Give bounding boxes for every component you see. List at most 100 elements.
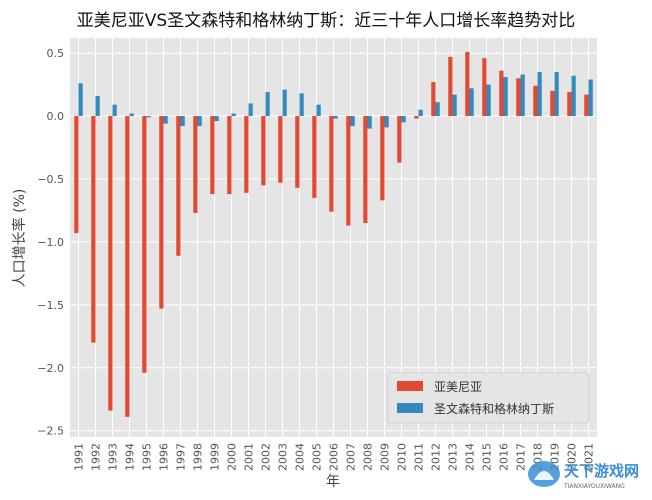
x-tick-label: 2002 (260, 443, 273, 471)
bar-armenia (567, 92, 572, 117)
bar-saint-vincent (367, 116, 372, 129)
x-tick-label: 2001 (243, 443, 256, 471)
x-tick-label: 2011 (413, 443, 426, 471)
bar-saint-vincent (197, 116, 202, 127)
x-tick-label: 1992 (90, 443, 103, 471)
y-tick-label: −1.5 (37, 299, 64, 312)
bar-armenia (74, 116, 79, 234)
bar-armenia (159, 116, 164, 309)
bar-armenia (516, 78, 521, 117)
bar-saint-vincent (435, 102, 440, 117)
svg-text:天下游戏网: 天下游戏网 (564, 462, 639, 480)
bar-armenia (533, 85, 538, 117)
bar-saint-vincent (214, 116, 219, 122)
y-axis-label: 人口增长率 (%) (11, 189, 28, 288)
bar-armenia (397, 116, 402, 163)
legend-box (387, 372, 590, 424)
bar-armenia (448, 56, 453, 117)
legend-label-svg: 圣文森特和格林纳丁斯 (434, 401, 554, 416)
x-tick-label: 1999 (209, 443, 222, 471)
bar-saint-vincent (78, 83, 83, 117)
x-tick-label: 2020 (566, 443, 579, 471)
bar-saint-vincent (299, 93, 304, 117)
legend-swatch-svg (397, 403, 423, 413)
x-tick-label: 1995 (141, 443, 154, 471)
svg-text:TIANXIAYOUXIWANG: TIANXIAYOUXIWANG (563, 483, 625, 490)
x-tick-label: 1991 (73, 443, 86, 471)
x-tick-label: 1993 (107, 443, 120, 471)
x-tick-label: 2004 (294, 443, 307, 471)
bar-saint-vincent (486, 84, 491, 117)
y-tick-labels: 0.5 0.0 −0.5 −1.0 −1.5 −2.0 −2.5 (37, 47, 64, 438)
bar-armenia (550, 90, 555, 117)
x-tick-label: 2003 (277, 443, 290, 471)
bar-saint-vincent (571, 75, 576, 117)
legend-swatch-armenia (397, 381, 423, 391)
bar-armenia (329, 116, 334, 212)
bar-saint-vincent (520, 74, 525, 117)
x-tick-labels: 1991 1992 1993 1994 1995 1996 1997 1998 1999 2000… (73, 443, 596, 471)
x-tick-label: 2014 (464, 443, 477, 471)
bar-saint-vincent (231, 113, 236, 117)
bar-armenia (312, 116, 317, 198)
bar-saint-vincent (350, 116, 355, 127)
x-tick-label: 1997 (175, 443, 188, 471)
legend-label-armenia: 亚美尼亚 (434, 380, 482, 394)
bar-saint-vincent (129, 113, 134, 117)
chart-title: 亚美尼亚VS圣文森特和格林纳丁斯：近三十年人口增长率趋势对比 (76, 11, 576, 31)
x-tick-label: 2010 (396, 443, 409, 471)
bar-armenia (261, 116, 266, 186)
x-tick-label: 2005 (311, 443, 324, 471)
bar-armenia (414, 116, 419, 119)
bar-saint-vincent (537, 71, 542, 117)
bar-armenia (125, 116, 130, 417)
bar-saint-vincent (248, 103, 253, 117)
y-tick-label: −1.0 (37, 236, 64, 249)
bar-armenia (244, 116, 249, 193)
x-tick-label: 2008 (362, 443, 375, 471)
x-tick-label: 2009 (379, 443, 392, 471)
bar-armenia (91, 116, 96, 343)
x-tick-label: 2000 (226, 443, 239, 471)
bar-saint-vincent (588, 79, 593, 117)
bar-armenia (584, 94, 589, 117)
bar-saint-vincent (265, 92, 270, 117)
x-tick-label: 2007 (345, 443, 358, 471)
x-tick-label: 1996 (158, 443, 171, 471)
bar-saint-vincent (418, 109, 423, 117)
watermark-logo: 天下游戏网 TIANXIAYOUXIWANG (528, 461, 639, 490)
bar-saint-vincent (180, 116, 185, 127)
x-tick-label: 2013 (447, 443, 460, 471)
x-tick-label: 1994 (124, 443, 137, 471)
bar-armenia (499, 70, 504, 117)
bar-saint-vincent (146, 116, 151, 118)
bar-armenia (108, 116, 113, 411)
bar-saint-vincent (95, 95, 100, 117)
bar-saint-vincent (452, 94, 457, 117)
y-tick-label: −2.0 (37, 362, 64, 375)
bar-saint-vincent (163, 116, 168, 124)
x-tick-label: 2016 (498, 443, 511, 471)
bar-saint-vincent (384, 116, 389, 128)
bar-armenia (346, 116, 351, 226)
x-axis-label: 年 (326, 474, 340, 490)
x-tick-label: 1998 (192, 443, 205, 471)
x-tick-label: 2021 (583, 443, 596, 471)
y-tick-label: −2.5 (37, 425, 64, 438)
bar-armenia (482, 58, 487, 117)
bar-saint-vincent (554, 71, 559, 117)
bar-saint-vincent (503, 77, 508, 117)
bar-armenia (431, 82, 436, 117)
bar-armenia (278, 116, 283, 183)
y-tick-label: 0.5 (47, 47, 65, 60)
x-tick-label: 2012 (430, 443, 443, 471)
x-tick-label: 2017 (515, 443, 528, 471)
y-tick-label: −0.5 (37, 173, 64, 186)
bar-saint-vincent (282, 89, 287, 117)
y-tick-label: 0.0 (47, 110, 65, 123)
bar-armenia (142, 116, 147, 373)
bar-armenia (465, 51, 470, 117)
bar-armenia (227, 116, 232, 195)
bar-saint-vincent (112, 104, 117, 117)
